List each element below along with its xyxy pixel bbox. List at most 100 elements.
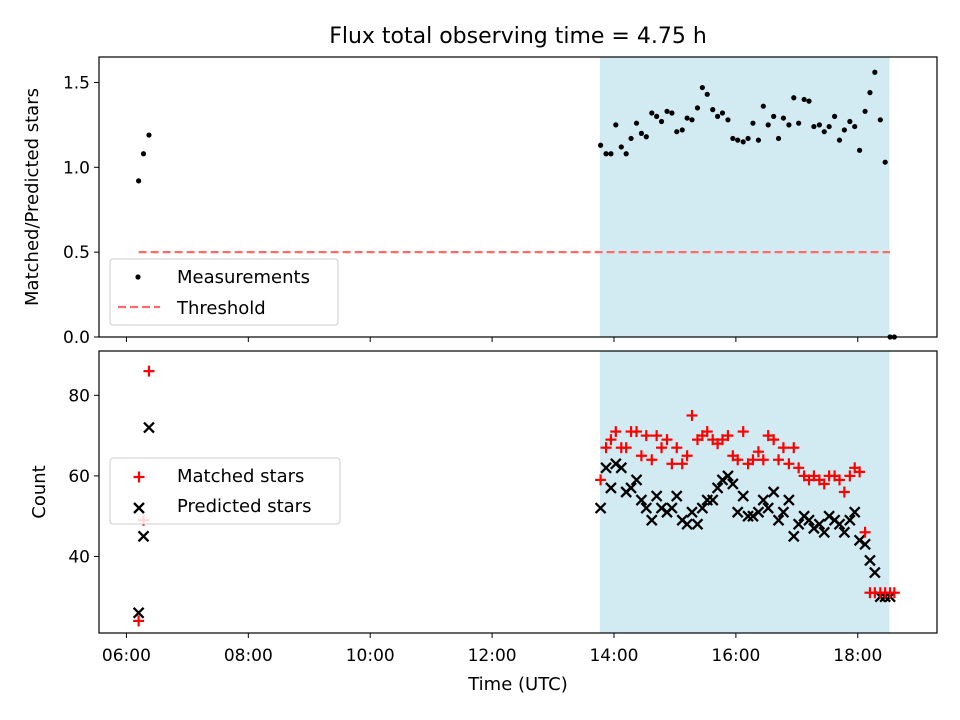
x-stroke-b <box>777 506 790 518</box>
measurement-point <box>146 132 152 138</box>
measurement-point <box>638 130 645 136</box>
x-stroke-b <box>650 490 663 502</box>
predicted-star-point <box>670 490 683 502</box>
matched-star-point <box>833 474 845 486</box>
measurement-point <box>714 113 721 119</box>
x-stroke-b <box>133 502 145 514</box>
matched-star-point <box>838 486 850 498</box>
x-stroke-b <box>757 494 770 506</box>
matched-star-point <box>777 442 789 454</box>
matched-star-point <box>854 466 866 478</box>
predicted-star-point <box>848 506 861 518</box>
measurement-point <box>841 127 847 133</box>
predicted-star-point <box>605 482 617 494</box>
predicted-star-point <box>727 478 739 490</box>
legend-predicted-label: Predicted stars <box>177 496 311 517</box>
measurement-point <box>710 107 716 113</box>
measurement-point <box>658 118 665 125</box>
matched-star-point <box>737 426 749 438</box>
predicted-star-point <box>691 518 704 531</box>
matched-star-point <box>686 409 698 421</box>
measurement-point <box>679 127 685 133</box>
y-tick-label: 1.0 <box>63 158 90 178</box>
predicted-star-point <box>594 502 607 514</box>
count-legend: Matched stars Predicted stars <box>109 457 341 525</box>
measurement-point <box>796 120 802 126</box>
x-stroke-b <box>772 514 785 527</box>
legend-measurements-label: Measurements <box>177 267 310 288</box>
x-stroke-b <box>752 506 765 518</box>
predicted-star-point <box>762 502 774 514</box>
legend-matched-marker <box>133 471 145 483</box>
measurement-point <box>760 103 766 109</box>
measurement-point <box>730 135 736 142</box>
matched-star-point <box>661 434 673 446</box>
matched-star-point <box>635 450 647 462</box>
measurement-point <box>877 117 883 123</box>
measurement-point <box>649 110 655 116</box>
ratio-plot-frame <box>98 56 938 338</box>
x-tick-label: 16:00 <box>711 646 760 666</box>
ratio-y-axis: 0.0 0.5 1.0 1.5 <box>63 73 99 348</box>
measurement-point <box>801 96 807 103</box>
ratio-panel: 0.0 0.5 1.0 1.5 Matched/Predicted stars Mea… <box>22 56 938 348</box>
matched-star-point <box>666 458 678 470</box>
predicted-star-point <box>844 514 856 527</box>
x-stroke-b <box>711 482 724 494</box>
y-tick-label: 1.5 <box>63 73 90 93</box>
measurement-point <box>780 115 787 121</box>
x-tick-label: 08:00 <box>224 646 273 666</box>
count-plot-frame <box>98 350 938 634</box>
measurement-point <box>608 151 614 157</box>
measurement-point <box>735 137 741 143</box>
measurement-point <box>623 151 629 157</box>
matched-star-point <box>818 478 830 490</box>
x-stroke-b <box>783 494 795 506</box>
observing-window-span <box>599 57 890 337</box>
matched-star-point <box>671 442 683 454</box>
predicted-star-point <box>635 494 648 506</box>
x-stroke-b <box>137 530 150 543</box>
x-stroke-b <box>869 566 881 579</box>
matched-star-point <box>610 426 622 438</box>
measurement-point <box>597 142 604 148</box>
x-stroke-b <box>731 506 744 518</box>
x-stroke-b <box>737 490 750 502</box>
y-tick-label: 40 <box>68 547 90 567</box>
x-stroke-b <box>727 478 739 490</box>
measurement-point <box>867 90 873 96</box>
measurement-point <box>806 98 812 104</box>
predicted-star-point <box>772 514 785 527</box>
y-tick-label: 80 <box>68 386 90 406</box>
x-stroke-b <box>706 494 719 506</box>
x-stroke-b <box>844 514 856 527</box>
predicted-star-point <box>640 502 653 514</box>
ratio-plot-marks <box>136 69 897 340</box>
matched-star-point <box>844 470 856 482</box>
legend-x <box>133 502 145 514</box>
measurement-point <box>719 110 726 116</box>
measurement-point <box>872 69 878 75</box>
predicted-star-point <box>803 514 815 527</box>
x-stroke-b <box>605 482 617 494</box>
predicted-star-point <box>681 518 693 531</box>
x-stroke-b <box>143 421 155 434</box>
x-stroke-b <box>722 470 734 482</box>
x-stroke-b <box>859 538 871 551</box>
measurement-point <box>136 178 142 184</box>
predicted-star-point <box>777 506 790 518</box>
x-stroke-b <box>742 510 754 522</box>
measurement-point <box>836 137 843 143</box>
measurement-point <box>633 120 640 126</box>
predicted-star-point <box>650 490 663 502</box>
matched-star-point <box>600 442 612 454</box>
predicted-star-point <box>864 554 876 567</box>
measurement-point <box>750 120 756 126</box>
matched-star-point <box>681 450 693 462</box>
predicted-star-point <box>696 502 709 514</box>
matched-star-point <box>788 442 800 454</box>
matched-star-point <box>646 454 658 466</box>
measurement-point <box>745 135 751 142</box>
measurement-point <box>643 134 649 140</box>
